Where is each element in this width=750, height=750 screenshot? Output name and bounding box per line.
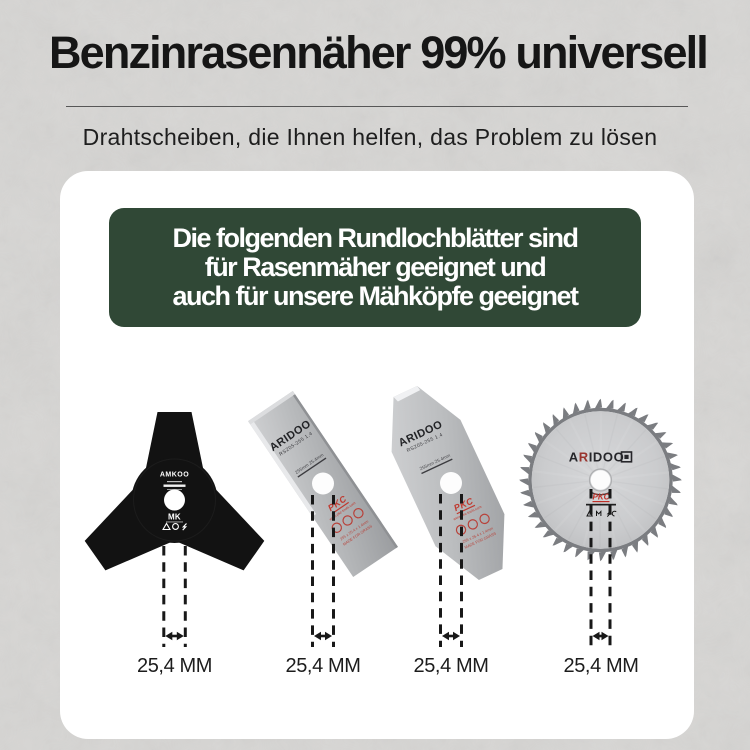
- svg-text:25,4 MM: 25,4 MM: [563, 655, 638, 677]
- svg-text:25,4 MM: 25,4 MM: [285, 655, 360, 677]
- svg-text:AMKOO: AMKOO: [160, 472, 189, 479]
- svg-text:25,4 MM: 25,4 MM: [413, 655, 488, 677]
- svg-text:25,4 MM: 25,4 MM: [137, 655, 212, 677]
- svg-text:PKC: PKC: [593, 493, 610, 502]
- svg-text:ARIDOO: ARIDOO: [569, 450, 625, 465]
- svg-text:MK: MK: [168, 513, 181, 522]
